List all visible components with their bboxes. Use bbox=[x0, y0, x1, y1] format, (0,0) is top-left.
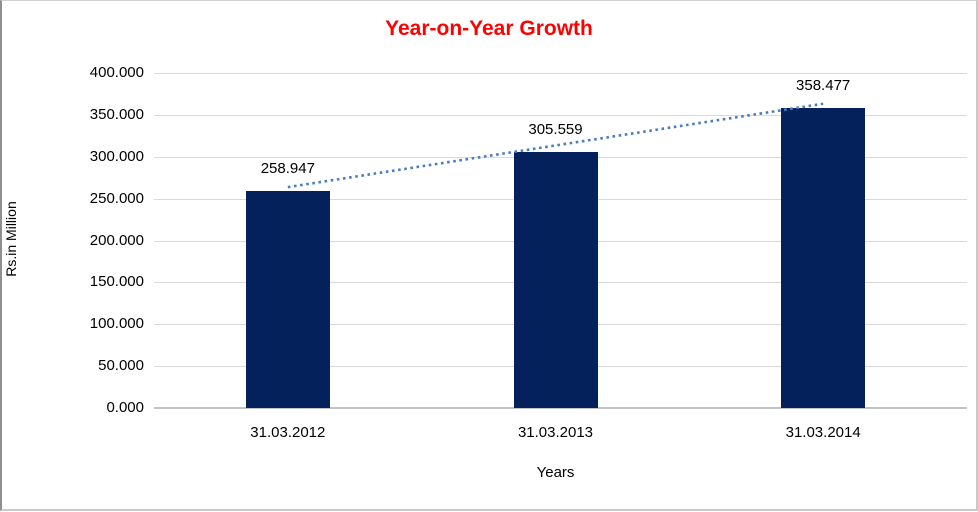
y-tick-label: 250.000 bbox=[89, 189, 144, 207]
x-tick-label: 31.03.2013 bbox=[517, 424, 594, 441]
y-tick-label: 0.000 bbox=[106, 399, 144, 416]
y-tick-label: 400.000 bbox=[89, 64, 144, 81]
y-tick-label: 50.000 bbox=[98, 357, 144, 375]
x-axis-line bbox=[154, 407, 967, 409]
bar-value-label: 258.947 bbox=[260, 160, 315, 178]
bar bbox=[245, 191, 330, 408]
bar bbox=[781, 107, 866, 408]
chart-title: Year-on-Year Growth bbox=[385, 17, 593, 40]
y-tick-label: 150.000 bbox=[89, 273, 144, 291]
bar-value-label: 358.477 bbox=[796, 76, 851, 94]
y-tick-label: 350.000 bbox=[89, 105, 144, 123]
x-tick-label: 31.03.2012 bbox=[250, 424, 326, 441]
gridline bbox=[154, 73, 967, 74]
y-tick-label: 200.000 bbox=[89, 231, 144, 249]
x-axis-title: Years bbox=[536, 464, 575, 481]
y-tick-label: 100.000 bbox=[89, 315, 144, 333]
bar-value-label: 305.559 bbox=[528, 121, 583, 139]
x-tick-label: 31.03.2014 bbox=[785, 424, 861, 441]
y-tick-label: 300.000 bbox=[89, 147, 144, 165]
bar bbox=[513, 152, 598, 408]
